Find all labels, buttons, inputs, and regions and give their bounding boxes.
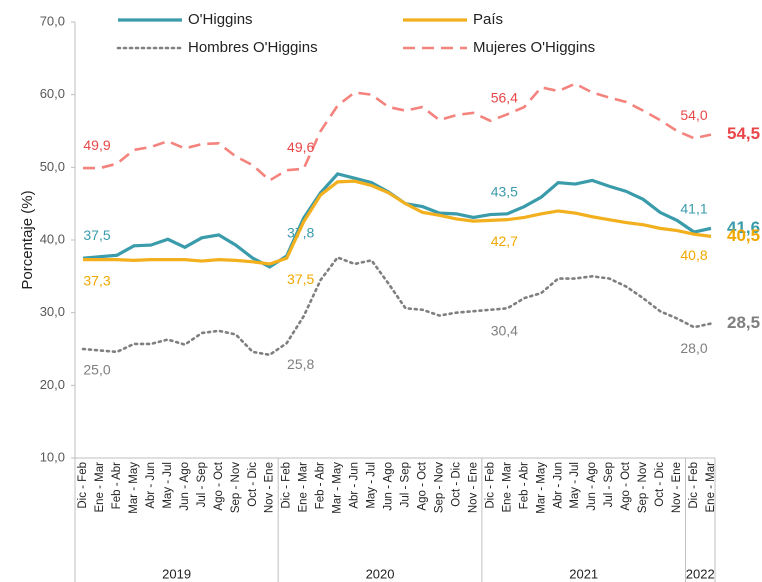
data-label: 49,9	[83, 137, 110, 153]
x-tick-label: Jun - Ago	[586, 462, 598, 511]
x-tick-label: Ene - Mar	[501, 462, 513, 513]
y-axis-label: Porcentaje (%)	[19, 190, 36, 289]
y-tick-label: 40,0	[40, 231, 65, 246]
x-tick-label: May - Jul	[569, 462, 581, 509]
x-tick-label: May - Jul	[162, 462, 174, 509]
data-label: 40,8	[680, 247, 707, 263]
x-tick-label: Sep - Nov	[230, 462, 242, 513]
group-label: 2020	[366, 566, 395, 581]
x-tick-label: Abr - Jun	[145, 462, 157, 509]
x-tick-label: Oct - Dic	[247, 462, 259, 507]
data-label: 40,5	[727, 226, 760, 245]
legend-label: País	[473, 11, 503, 28]
x-tick-label: Dic - Feb	[484, 462, 496, 509]
x-tick-label: Jul - Sep	[400, 462, 412, 507]
x-tick-label: Dic - Feb	[688, 462, 700, 509]
data-label: 25,8	[287, 356, 314, 372]
x-tick-label: Jun - Ago	[383, 462, 395, 511]
y-tick-label: 20,0	[40, 377, 65, 392]
x-tick-label: Nov - Ene	[467, 462, 479, 513]
series-line	[83, 82, 712, 183]
x-tick-label: Jun - Ago	[179, 462, 191, 511]
series-line	[83, 179, 712, 266]
x-tick-label: Ene - Mar	[94, 462, 106, 513]
x-tick-label: Nov - Ene	[264, 462, 276, 513]
group-label: 2022	[686, 566, 715, 581]
legend-label: O'Higgins	[188, 11, 253, 28]
y-tick-label: 60,0	[40, 86, 65, 101]
legend-label: Hombres O'Higgins	[188, 39, 318, 56]
data-label: 28,5	[727, 313, 760, 332]
x-tick-label: Nov - Ene	[671, 462, 683, 513]
y-tick-label: 50,0	[40, 159, 65, 174]
data-label: 54,0	[680, 107, 707, 123]
data-label: 41,1	[680, 201, 707, 217]
x-tick-label: May - Jul	[366, 462, 378, 509]
group-label: 2021	[569, 566, 598, 581]
x-tick-label: Abr - Jun	[552, 462, 564, 509]
group-label: 2019	[162, 566, 191, 581]
x-tick-label: Jul - Sep	[196, 462, 208, 507]
x-tick-label: Abr - Jun	[349, 462, 361, 509]
data-label: 43,5	[491, 183, 518, 199]
data-label: 54,5	[727, 124, 760, 143]
x-tick-label: Ene - Mar	[705, 462, 717, 513]
x-tick-label: Jul - Sep	[603, 462, 615, 507]
data-label: 37,5	[83, 227, 110, 243]
x-tick-label: Dic - Feb	[77, 462, 89, 509]
series-line	[81, 255, 713, 357]
x-tick-label: Ago - Oct	[213, 461, 225, 510]
data-label: 37,8	[287, 225, 314, 241]
x-tick-label: Ago - Oct	[416, 461, 428, 510]
x-tick-label: Mar - May	[128, 462, 140, 514]
y-tick-label: 70,0	[40, 13, 65, 28]
x-tick-label: Feb - Abr	[315, 462, 327, 509]
data-label: 37,5	[287, 271, 314, 287]
data-label: 56,4	[491, 90, 518, 106]
legend-label: Mujeres O'Higgins	[473, 39, 595, 56]
data-label: 41,6	[727, 218, 760, 237]
x-tick-label: Sep - Nov	[637, 462, 649, 513]
x-tick-label: Sep - Nov	[433, 462, 445, 513]
y-tick-label: 10,0	[40, 449, 65, 464]
x-tick-label: Feb - Abr	[111, 462, 123, 509]
x-tick-label: Oct - Dic	[450, 462, 462, 507]
x-tick-label: Mar - May	[535, 462, 547, 514]
data-label: 49,6	[287, 139, 314, 155]
data-label: 37,3	[83, 272, 110, 288]
data-label: 42,7	[491, 233, 518, 249]
data-label: 25,0	[83, 362, 110, 378]
x-tick-label: Ene - Mar	[298, 462, 310, 513]
y-tick-label: 30,0	[40, 304, 65, 319]
data-label: 30,4	[491, 322, 518, 338]
data-label: 28,0	[680, 340, 707, 356]
x-tick-label: Dic - Feb	[281, 462, 293, 509]
x-tick-label: Ago - Oct	[620, 461, 632, 510]
x-tick-label: Mar - May	[332, 462, 344, 514]
x-tick-label: Oct - Dic	[654, 462, 666, 507]
x-tick-label: Feb - Abr	[518, 462, 530, 509]
